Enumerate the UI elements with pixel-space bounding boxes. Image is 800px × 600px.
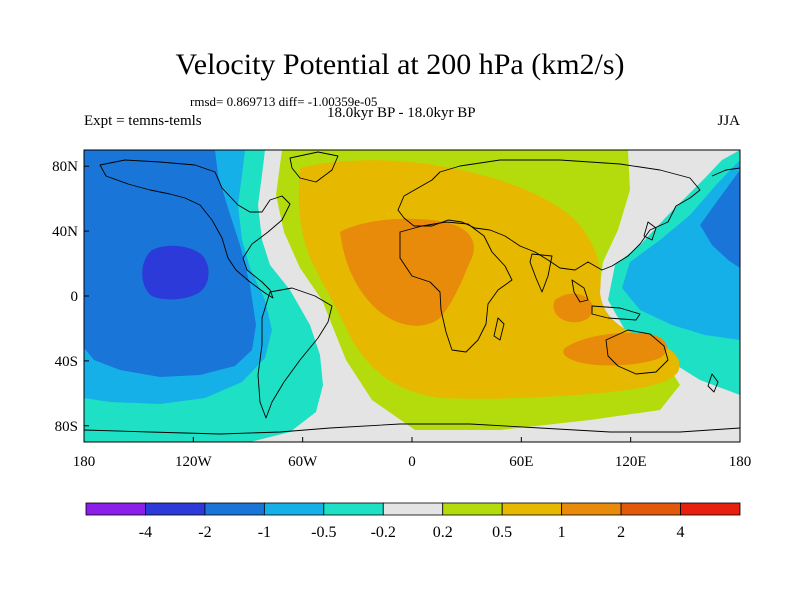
east-negative-contour-lt-1: [700, 170, 740, 268]
colorbar-label: 1: [558, 524, 566, 541]
colorbar-swatch: [85, 502, 146, 516]
longitude-axis: 180 120W 60W 0 60E 120E 180: [73, 437, 752, 470]
colorbar-label: -0.2: [371, 524, 396, 541]
colorbar-swatch: [620, 502, 681, 516]
positive-contour-gt-1-australia: [563, 332, 667, 366]
lon-tick-label: 180: [73, 454, 96, 470]
colorbar-label: 2: [617, 524, 625, 541]
map-title: Velocity Potential at 200 hPa (km2/s): [175, 48, 625, 81]
local-min-gulf-of-guinea: [509, 287, 539, 320]
lon-tick-label: 0: [408, 454, 416, 470]
lat-tick-label: 80S: [55, 419, 78, 435]
contour-fields: [84, 150, 740, 442]
positive-contour-gt-1-indian: [553, 293, 593, 323]
east-negative-contour-lt-0.5: [622, 160, 740, 340]
lat-tick-label: 0: [71, 289, 79, 305]
colorbar-label: -1: [258, 524, 271, 541]
latitude-axis: 80N 40N 0 40S 80S: [52, 159, 89, 435]
colorbar-label: -0.5: [311, 524, 336, 541]
lon-tick-label: 120W: [175, 454, 213, 470]
colorbar-label: 4: [677, 524, 685, 541]
colorbar-swatch: [382, 502, 444, 516]
lat-tick-label: 80N: [52, 159, 78, 175]
colorbar-label: -2: [198, 524, 211, 541]
colorbar-label: -4: [139, 524, 152, 541]
colorbar-swatch: [680, 502, 741, 516]
colorbar-label: 0.2: [433, 524, 453, 541]
period-label: 18.0kyr BP - 18.0kyr BP: [327, 105, 476, 121]
colorbar-swatch: [204, 502, 265, 516]
colorbar-swatch: [323, 502, 384, 516]
season-label: JJA: [717, 113, 740, 129]
lon-tick-label: 60W: [288, 454, 318, 470]
experiment-label: Expt = temns-temls: [84, 113, 202, 129]
colorbar-swatch: [501, 502, 563, 516]
colorbar-swatch: [263, 502, 325, 516]
negative-contour-lt-2: [142, 245, 209, 300]
colorbar: -4 -2 -1 -0.5 -0.2 0.2 0.5 1 2 4: [85, 502, 741, 541]
lat-tick-label: 40N: [52, 224, 78, 240]
lat-tick-label: 40S: [55, 354, 78, 370]
lon-tick-label: 60E: [509, 454, 533, 470]
colorbar-label: 0.5: [492, 524, 512, 541]
lon-tick-label: 120E: [615, 454, 647, 470]
stats-line: rmsd= 0.869713 diff= -1.00359e-05: [190, 94, 378, 109]
colorbar-swatch: [561, 502, 622, 516]
coastlines: [84, 151, 740, 435]
lon-tick-label: 180: [729, 454, 752, 470]
colorbar-swatch: [145, 502, 206, 516]
colorbar-swatch: [442, 502, 503, 516]
